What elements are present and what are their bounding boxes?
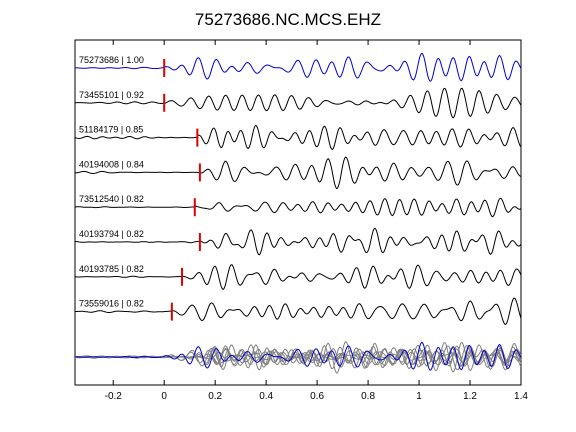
trace-label: 73559016 | 0.82 xyxy=(79,299,144,309)
x-tick-label: 1 xyxy=(416,391,422,402)
stacked-traces xyxy=(74,341,522,374)
trace-label: 40193794 | 0.82 xyxy=(79,229,144,239)
trace-label: 73455101 | 0.92 xyxy=(79,90,144,100)
pick-markers xyxy=(163,59,201,321)
chart-title: 75273686.NC.MCS.EHZ xyxy=(195,10,381,29)
waveform-trace xyxy=(74,156,522,189)
waveform-trace xyxy=(75,297,522,325)
waveform-trace xyxy=(74,124,522,151)
waveform-trace xyxy=(74,197,522,218)
waveform-trace xyxy=(75,227,522,256)
x-tick-label: 0.2 xyxy=(208,391,222,402)
x-tick-label: 0.4 xyxy=(259,391,273,402)
trace-labels: 75273686 | 1.00 73455101 | 0.92 51184179 |… xyxy=(79,55,144,309)
trace-label: 73512540 | 0.82 xyxy=(79,194,144,204)
axes-box xyxy=(74,39,522,386)
x-tick-label: 0.6 xyxy=(310,391,324,402)
trace-group xyxy=(74,52,522,325)
x-tick-label: 1.2 xyxy=(463,391,477,402)
trace-label: 40194008 | 0.84 xyxy=(79,159,144,169)
x-tick-label: 1.4 xyxy=(514,391,528,402)
trace-label: 40193785 | 0.82 xyxy=(79,264,144,274)
trace-label: 75273686 | 1.00 xyxy=(79,55,144,65)
stacked-trace xyxy=(75,341,522,371)
x-tick-label: -0.2 xyxy=(105,391,123,402)
waveform-trace xyxy=(75,52,522,82)
x-tick-label: 0.8 xyxy=(361,391,375,402)
x-tick-label: 0 xyxy=(161,391,167,402)
trace-label: 51184179 | 0.85 xyxy=(79,125,143,135)
waveform-trace xyxy=(74,264,522,291)
x-axis: -0.2 0 0.2 0.4 0.6 0.8 1 1.2 1.4 xyxy=(105,40,528,402)
plot-area: 75273686 | 1.00 73455101 | 0.92 51184179 |… xyxy=(74,39,528,402)
waveform-trace xyxy=(75,87,522,119)
